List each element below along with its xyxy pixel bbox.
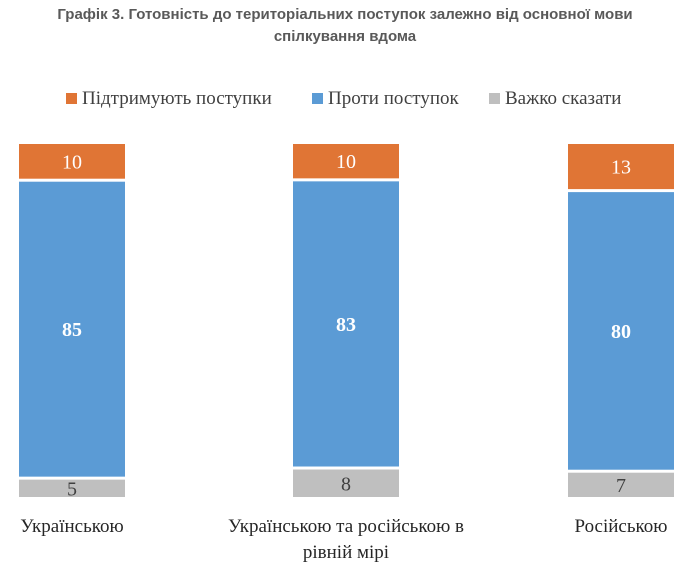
data-label-3-3: 7 bbox=[616, 475, 626, 497]
category-label-2: Українською та російською в рівній мірі bbox=[228, 516, 464, 563]
bar-segment-1-1 bbox=[19, 144, 125, 179]
bar-segment-3-3 bbox=[568, 472, 674, 497]
bar-segment-1-2 bbox=[19, 181, 125, 477]
legend-swatch-1 bbox=[66, 93, 77, 104]
chart-title: Графік 3. Готовність до територіальних п… bbox=[0, 4, 690, 48]
legend-swatch-2 bbox=[312, 93, 323, 104]
category-label-1: Українською bbox=[20, 516, 123, 537]
bar-segment-1-3 bbox=[19, 479, 125, 497]
category-label-3: Російською bbox=[574, 516, 667, 537]
data-label-3-2: 80 bbox=[611, 321, 631, 343]
chart-title-line-2: спілкування вдома bbox=[273, 28, 417, 45]
legend-swatch-3 bbox=[489, 93, 500, 104]
bar-segment-2-2 bbox=[293, 181, 399, 467]
data-label-2-1: 10 bbox=[336, 151, 356, 173]
data-label-1-1: 10 bbox=[62, 151, 82, 173]
data-label-2-3: 8 bbox=[341, 473, 351, 495]
legend-label-3: Важко сказати bbox=[505, 88, 621, 109]
bar-segment-2-1 bbox=[293, 144, 399, 179]
bar-segment-3-2 bbox=[568, 192, 674, 470]
legend-label-2: Проти поступок bbox=[328, 88, 459, 109]
bar-segment-3-1 bbox=[568, 144, 674, 190]
legend-label-1: Підтримують поступки bbox=[82, 88, 272, 109]
data-label-1-3: 5 bbox=[67, 478, 77, 500]
data-label-1-2: 85 bbox=[62, 319, 82, 341]
bar-segment-2-3 bbox=[293, 469, 399, 497]
data-label-3-1: 13 bbox=[611, 157, 631, 179]
legend: Підтримують поступки Проти поступок Важко … bbox=[66, 88, 621, 109]
data-label-2-2: 83 bbox=[336, 314, 356, 336]
chart-title-line-1: Графік 3. Готовність до територіальних п… bbox=[57, 6, 633, 23]
